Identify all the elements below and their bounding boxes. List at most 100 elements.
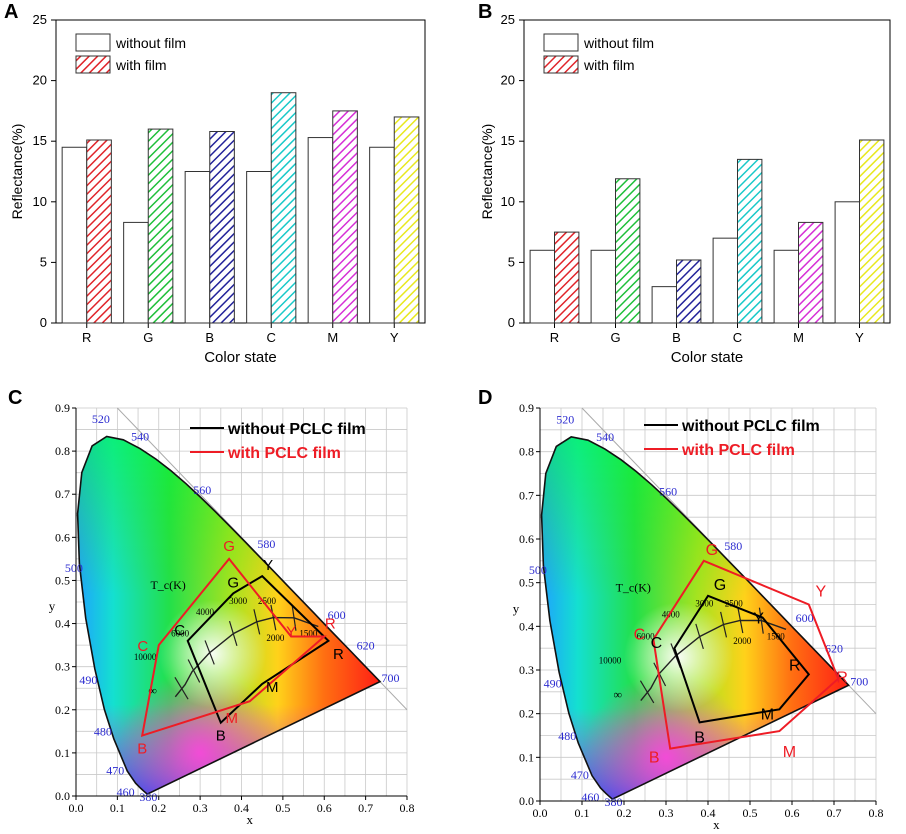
bar-with-film-R (86, 139, 112, 324)
legend-label-with: with film (115, 57, 167, 73)
point-label-with-B: B (649, 750, 660, 767)
y-tick-label: 0.8 (519, 445, 534, 459)
point-label-without-M: M (266, 679, 279, 696)
y-tick-label: 0.1 (519, 750, 534, 764)
point-label-without-M: M (761, 706, 774, 723)
y-tick-label: 25 (33, 12, 47, 27)
x-tick-label: 0.4 (701, 806, 716, 820)
wavelength-label-560: 560 (659, 484, 677, 498)
x-tick-label: 0.2 (151, 801, 166, 815)
x-tick-label: M (327, 330, 338, 345)
isotemperature-line (228, 620, 238, 646)
isotemperature-line (187, 659, 201, 683)
infinity-label: ∞ (614, 687, 623, 701)
point-label-with-C: C (634, 626, 646, 643)
cie-chart-D: D 380 460 470 480 490 500 520 540 560 580 600 620 700… (478, 387, 884, 832)
legend-label-with: with film (583, 57, 635, 73)
isotemperature-line (174, 676, 189, 700)
isotemperature-line (758, 607, 764, 634)
isotemperature-line (204, 640, 215, 665)
point-label-with-Y: Y (286, 623, 296, 640)
x-tick-label: G (143, 330, 153, 345)
bar-with-film-G (615, 178, 641, 324)
bar-with-film-B (676, 259, 702, 324)
wavelength-label-460: 460 (117, 785, 135, 799)
wavelength-label-520: 520 (556, 412, 574, 426)
x-tick-label: 0.8 (400, 801, 415, 815)
y-tick-label: 20 (33, 73, 47, 88)
wavelength-label-700: 700 (850, 674, 868, 688)
legend-swatch-with (543, 55, 579, 74)
x-tick-label: Y (855, 330, 864, 345)
legend-label-without: without film (583, 35, 654, 51)
cct-label: 2500 (258, 596, 277, 606)
panel-label: A (4, 1, 18, 23)
x-axis-label: Color state (671, 349, 744, 366)
cct-label: 2000 (733, 636, 752, 646)
isotemperature-line (695, 623, 704, 650)
bar-without-film-Y (834, 201, 860, 324)
x-tick-label: 0.3 (659, 806, 674, 820)
point-label-without-G: G (714, 577, 726, 594)
point-label-without-R: R (789, 657, 801, 674)
plot-frame (55, 19, 426, 324)
point-label-without-Y: Y (263, 557, 273, 574)
legend-label-without: without film (115, 35, 186, 51)
y-tick-label: 15 (33, 133, 47, 148)
bar-without-film-Y (369, 146, 395, 324)
y-tick-label: 0.9 (519, 401, 534, 415)
y-tick-label: 0.5 (519, 576, 534, 590)
wavelength-label-700: 700 (381, 671, 399, 685)
wavelength-label-580: 580 (724, 539, 742, 553)
y-tick-label: 0.9 (55, 401, 70, 415)
point-label-without-C: C (651, 635, 663, 652)
y-tick-label: 0.8 (55, 444, 70, 458)
legend-label-with: with PCLC film (227, 445, 341, 462)
bar-with-film-G (147, 128, 174, 324)
wavelength-label-380: 380 (139, 790, 157, 804)
y-tick-label: 0.5 (55, 573, 70, 587)
y-tick-label: 5 (40, 254, 47, 269)
point-label-without-C: C (174, 622, 185, 639)
wavelength-label-500: 500 (65, 561, 83, 575)
cct-label: 4000 (196, 607, 215, 617)
cct-label: 1500 (767, 631, 786, 641)
cct-label: 6000 (171, 628, 190, 638)
wavelength-label-620: 620 (357, 638, 375, 652)
y-tick-label: 0.0 (55, 789, 70, 803)
isotemperature-line (737, 607, 744, 634)
isotemperature-line (270, 604, 277, 631)
y-tick-label: 15 (501, 133, 515, 148)
point-label-without-Y: Y (753, 611, 764, 628)
bar-with-film-B (209, 131, 235, 324)
x-tick-label: C (733, 330, 742, 345)
y-tick-label: 5 (508, 254, 515, 269)
y-tick-label: 25 (501, 12, 515, 27)
x-tick-label: 0.1 (110, 801, 125, 815)
bar-without-film-M (773, 249, 799, 324)
panel-label: D (478, 387, 492, 409)
cct-label: 10000 (599, 655, 622, 665)
y-tick-label: 20 (501, 73, 515, 88)
gamut-without-film (673, 594, 811, 724)
bar-with-film-C (270, 92, 297, 324)
bar-without-film-M (307, 137, 334, 324)
y-axis-label: Reflectance(%) (479, 124, 495, 220)
bar-without-film-B (184, 171, 211, 324)
panel-label: C (8, 387, 22, 409)
point-label-without-B: B (694, 729, 705, 746)
wavelength-label-490: 490 (79, 673, 97, 687)
x-tick-label: M (793, 330, 804, 345)
point-label-with-R: R (325, 615, 336, 632)
bar-chart-B: B 0 5 10 15 20 25 Reflectance(%) Color state R G B C… (478, 1, 891, 366)
y-tick-label: 0 (508, 315, 515, 330)
wavelength-label-500: 500 (529, 563, 547, 577)
point-label-with-M: M (226, 710, 239, 727)
y-tick-label: 0.6 (519, 532, 534, 546)
x-tick-label: 0.6 (785, 806, 800, 820)
wavelength-label-480: 480 (94, 725, 112, 739)
wavelength-label-580: 580 (257, 537, 275, 551)
wavelength-label-460: 460 (581, 790, 599, 804)
y-axis-label: y (513, 601, 520, 616)
bar-without-film-B (651, 286, 677, 324)
